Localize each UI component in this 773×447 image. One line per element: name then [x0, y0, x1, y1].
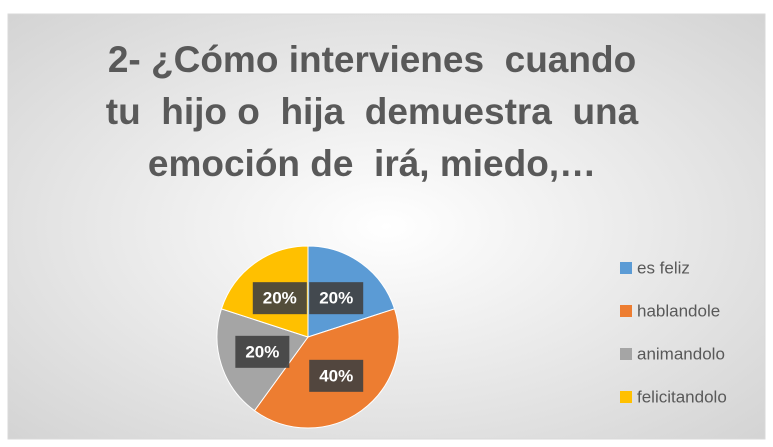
legend-swatch — [620, 305, 632, 317]
chart-title: tu hijo o hija demuestra una — [106, 91, 639, 132]
data-label: 20% — [319, 289, 353, 308]
chart-title: 2- ¿Cómo intervienes cuando — [108, 39, 636, 80]
data-label: 40% — [319, 366, 353, 385]
legend-label: es feliz — [637, 258, 690, 277]
data-label-box — [309, 359, 364, 392]
data-label: 20% — [263, 289, 297, 308]
chart-title: emoción de irá, miedo,… — [148, 143, 596, 184]
legend-label: animandolo — [637, 344, 725, 363]
legend-label: hablandole — [637, 301, 720, 320]
data-label-box — [235, 335, 290, 368]
data-label-box — [252, 282, 307, 315]
legend-swatch — [620, 391, 632, 403]
legend-swatch — [620, 262, 632, 274]
legend-swatch — [620, 348, 632, 360]
data-label-box — [309, 282, 364, 315]
data-label: 20% — [245, 342, 279, 361]
legend-label: felicitandolo — [637, 387, 727, 406]
